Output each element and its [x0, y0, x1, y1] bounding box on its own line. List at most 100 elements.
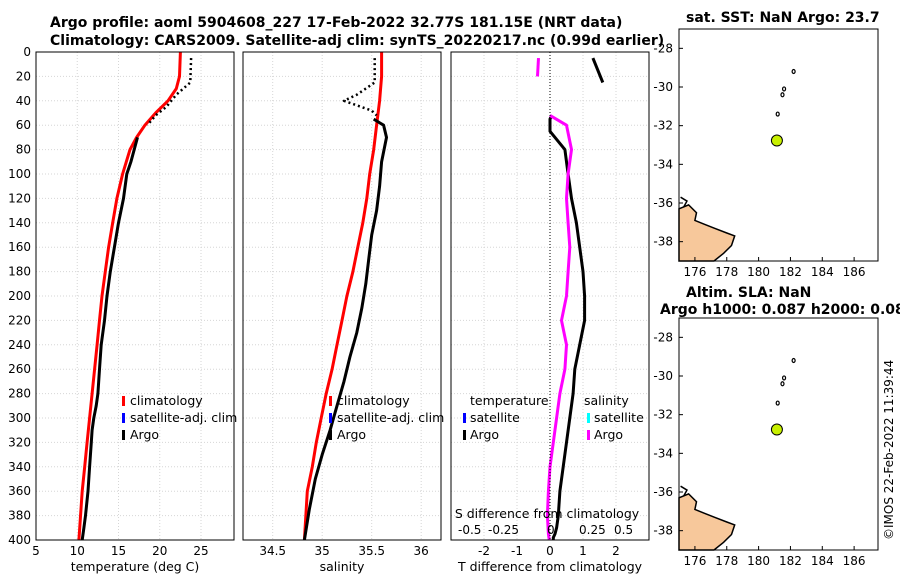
- sst-map-title: sat. SST: NaN Argo: 23.7: [686, 10, 880, 26]
- y-tick-label: 240: [8, 338, 31, 352]
- lat-tick-label: -34: [653, 446, 673, 460]
- legend-label: Argo: [337, 427, 366, 442]
- salinity-panel: 34.5 35 35.5 36 salinity climatology satellite…: [242, 51, 444, 574]
- sst-map: 176 178 180 182 184 186 -28 -30 -32 -34 -36 -38: [653, 28, 879, 279]
- lat-tick-label: -34: [653, 157, 673, 171]
- lon-tick-label: 186: [843, 554, 866, 568]
- lat-tick-label: -38: [653, 524, 673, 538]
- island-marker: [791, 357, 796, 364]
- x-tick-label: 36: [414, 544, 429, 558]
- x-tick-label: -1: [511, 544, 523, 558]
- y-tick-label: 400: [8, 533, 31, 547]
- series-line-0: [536, 58, 540, 77]
- y-tick-label: 360: [8, 484, 31, 498]
- s-difference-tick: 0.5: [614, 523, 633, 537]
- s-difference-tick: 0: [547, 523, 555, 537]
- coastline: [680, 485, 688, 497]
- s-difference-tick: -0.25: [488, 523, 519, 537]
- series-line-2: [302, 117, 388, 541]
- lon-tick-label: 184: [811, 265, 834, 279]
- island-marker: [780, 381, 785, 387]
- lon-tick-label: 186: [843, 265, 866, 279]
- series-line-2: [80, 137, 139, 541]
- x-axis-label: salinity: [320, 559, 365, 574]
- s-difference-tick: 0.25: [579, 523, 606, 537]
- x-tick-label: 5: [32, 544, 40, 558]
- x-tick-label: 25: [193, 544, 208, 558]
- coastline: [680, 196, 688, 208]
- series-line-1: [146, 58, 193, 127]
- legend-swatch: [122, 396, 125, 406]
- legend-swatch: [587, 413, 590, 423]
- argo-position-marker: [770, 134, 783, 147]
- lon-tick-label: 176: [683, 265, 706, 279]
- y-tick-label: 140: [8, 216, 31, 230]
- legend-swatch: [463, 413, 466, 423]
- lat-tick-label: -30: [653, 369, 673, 383]
- lat-tick-label: -30: [653, 80, 673, 94]
- legend-label: satellite: [470, 410, 520, 425]
- lat-tick-label: -36: [653, 196, 673, 210]
- sla-map: 176 178 180 182 184 186 -28 -30 -32 -34 -36 -38: [653, 317, 879, 568]
- lat-tick-label: -28: [653, 41, 673, 55]
- legend-title-temperature: temperature: [470, 393, 549, 408]
- temperature-panel: 0 20 40 60 80 100 120 140 160 180 200 220 240 260 280 3…: [8, 45, 237, 574]
- lat-tick-label: -32: [653, 408, 673, 422]
- legend-label: satellite: [594, 410, 644, 425]
- legend-swatch: [587, 430, 590, 440]
- y-tick-label: 120: [8, 191, 31, 205]
- y-tick-label: 260: [8, 362, 31, 376]
- island-marker: [781, 375, 787, 381]
- axes-frame: [450, 51, 650, 541]
- y-tick-label: 380: [8, 509, 31, 523]
- imos-watermark: ©IMOS 22-Feb-2022 11:39:44: [882, 360, 896, 540]
- map-frame: [678, 317, 879, 551]
- x-tick-label: 35.5: [358, 544, 385, 558]
- x-tick-label: -2: [478, 544, 490, 558]
- series-line-3: [545, 114, 573, 541]
- legend-label: climatology: [337, 393, 410, 408]
- legend-swatch: [329, 396, 332, 406]
- lat-tick-label: -36: [653, 485, 673, 499]
- legend-title-salinity: salinity: [584, 393, 629, 408]
- legend-swatch: [122, 430, 125, 440]
- lon-tick-label: 176: [683, 554, 706, 568]
- legend-label: Argo: [470, 427, 499, 442]
- x-tick-label: 0: [546, 544, 554, 558]
- legend-swatch: [329, 430, 332, 440]
- island-marker: [775, 400, 780, 406]
- series-line-1: [342, 58, 378, 117]
- legend-swatch: [463, 430, 466, 440]
- s-difference-axis-label: S difference from climatology: [455, 506, 640, 521]
- island-marker: [780, 92, 785, 98]
- lat-tick-label: -32: [653, 119, 673, 133]
- lon-tick-label: 182: [779, 265, 802, 279]
- lon-tick-label: 184: [811, 554, 834, 568]
- axes-frame: [35, 51, 235, 541]
- sla-map-title-line1: Altim. SLA: NaN: [686, 285, 811, 301]
- sla-map-title-line2: Argo h1000: 0.087 h2000: 0.086: [660, 302, 900, 318]
- figure-title-line2: Climatology: CARS2009. Satellite-adj cli…: [50, 33, 664, 49]
- x-axis-label: temperature (deg C): [71, 559, 200, 574]
- x-tick-label: 34.5: [259, 544, 286, 558]
- lon-tick-label: 178: [715, 554, 738, 568]
- y-tick-label: 20: [16, 69, 31, 83]
- land-polygon: [678, 204, 736, 262]
- x-tick-label: 10: [70, 544, 85, 558]
- series-line-0: [302, 52, 384, 541]
- legend-swatch: [329, 413, 332, 423]
- x-tick-label: 1: [579, 544, 587, 558]
- y-tick-label: 340: [8, 460, 31, 474]
- s-difference-tick: -0.5: [458, 523, 481, 537]
- legend-label: satellite-adj. clim: [337, 410, 444, 425]
- y-tick-label: 60: [16, 118, 31, 132]
- y-tick-label: 40: [16, 94, 31, 108]
- lon-tick-label: 180: [747, 554, 770, 568]
- figure-title-line1: Argo profile: aoml 5904608_227 17-Feb-20…: [50, 15, 622, 31]
- island-marker: [775, 111, 780, 117]
- y-tick-label: 200: [8, 289, 31, 303]
- y-tick-label: 280: [8, 387, 31, 401]
- y-tick-label: 180: [8, 265, 31, 279]
- series-line-2: [548, 114, 587, 540]
